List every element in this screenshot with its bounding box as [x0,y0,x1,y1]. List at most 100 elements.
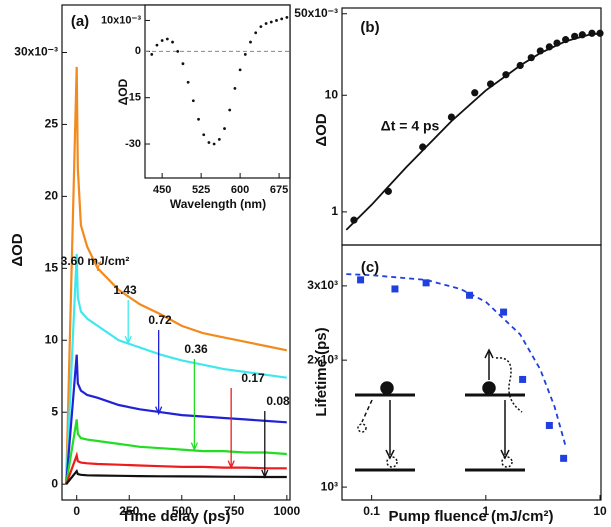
point [466,291,474,299]
y-axis-title: ΔOD [313,113,330,146]
y-tick-label: -15 [125,92,141,104]
point [596,29,604,37]
x-tick-label: 450 [153,184,171,196]
arrow [361,399,373,423]
series-line [65,253,287,485]
panel: 450 525 600 675 -30 -15 0 10x10⁻³ Wavelength (nm… [101,4,291,211]
y-axis-title: ΔOD [116,78,130,105]
point [269,20,273,24]
point [280,17,284,21]
point [171,40,174,44]
x-tick-label: 10 [593,504,607,518]
panel-label: (c) [361,259,379,276]
annotation: 0.08 [266,394,290,408]
point [223,127,226,130]
point [357,276,365,284]
x-tick-label: 250 [119,504,139,518]
panel-label: (b) [360,19,379,36]
point [275,19,278,22]
point [197,117,200,121]
point [202,133,206,137]
plot-frame [144,4,291,179]
series-line [65,66,288,485]
energy-diagrams [355,348,525,472]
annotation: 3.60 mJ/cm² [61,254,130,268]
y-tick-label: 3x10³ [307,278,338,292]
arrow-head [261,469,269,479]
panel: 1 10 50x10⁻³ ΔOD (b) Δt = 4 ps [294,6,604,246]
arrow-head [155,406,163,416]
x-tick-label: 500 [172,504,192,518]
point [500,308,508,316]
electron [482,381,496,395]
y-axis-title: Lifetime (ps) [313,327,330,416]
electron [380,381,394,395]
y-tick-label: 30x10⁻³ [14,45,58,59]
y-tick-label: 50x10⁻³ [294,6,338,20]
point [160,39,164,42]
point [150,53,154,56]
point [191,99,195,103]
series-line [345,32,601,231]
hole [501,456,513,468]
point [165,37,169,41]
point [391,285,399,293]
point [207,141,211,144]
x-axis-title: Pump fluence (mJ/cm²) [388,508,553,525]
series-line [65,469,287,485]
x-tick-label: 1000 [273,504,300,518]
annotation: 0.17 [241,371,265,385]
y-tick-label: 2x10³ [307,352,338,366]
point [176,49,180,53]
arrow-head [190,442,198,452]
x-tick-label: 0.1 [363,504,380,518]
annotation: 1.43 [113,283,137,297]
point [264,22,268,25]
point [243,53,247,56]
path [495,357,523,413]
plot-frame [341,244,602,501]
y-tick-label: 10x10⁻³ [101,14,141,26]
point [238,68,242,72]
y-tick-label: 0 [135,45,141,57]
point [217,137,221,141]
y-tick-label: 15 [45,261,59,275]
point [519,375,527,383]
y-tick-label: 25 [45,117,59,131]
annotation: Δt = 4 ps [381,118,440,134]
panel: 0.1 1 10 10³ 2x10³ 3x10³ Pump fluence (mJ/cm²)… [307,244,607,525]
x-axis-title: Time delay (ps) [122,508,231,525]
series-line [346,273,567,447]
panel-label: (a) [71,13,89,30]
point [212,142,216,146]
hole [357,423,367,433]
point [259,25,263,29]
point [155,43,159,47]
hole [386,456,398,468]
point [233,87,237,90]
x-tick-label: 0 [73,504,80,518]
y-tick-label: 20 [45,189,59,203]
series-line [65,451,287,485]
point [249,40,252,44]
arrow-head [227,460,235,470]
point [285,15,289,19]
y-tick-label: 10 [45,332,59,346]
annotation: 0.72 [148,313,172,327]
arrow-head [484,348,494,359]
point [545,421,553,429]
point [350,216,358,224]
x-tick-label: 1 [482,504,489,518]
y-tick-label: 0 [51,476,58,490]
point [186,80,190,84]
y-tick-label: 10³ [321,479,338,493]
x-tick-label: 675 [270,184,288,196]
y-tick-label: 1 [331,204,338,218]
y-tick-label: 10 [325,87,339,101]
x-tick-label: 750 [224,504,244,518]
point [181,62,185,66]
point [422,279,430,287]
y-tick-label: -30 [125,138,141,150]
panel: 0 250 500 750 1000 0 5 10 15 20 25 30x10⁻³ 3.60 mJ/c… [9,4,301,525]
